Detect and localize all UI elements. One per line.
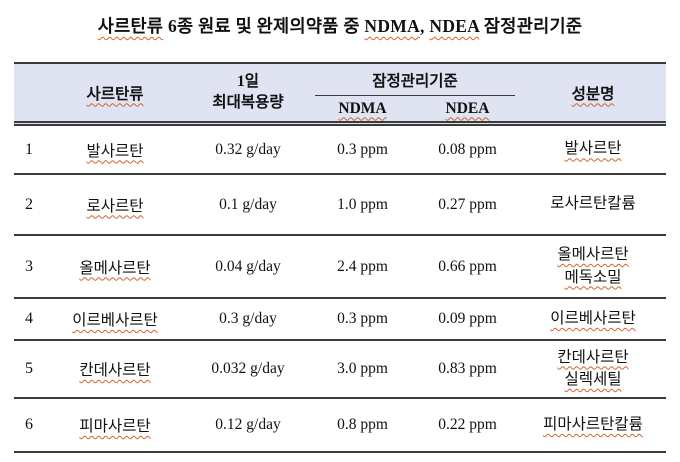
row-number-cell: 3 [25,257,33,275]
ndea-value-cell: 0.22 ppm [438,416,497,433]
row-number-cell: 4 [25,310,33,327]
ingredient-name: 로사르탄칼륨 [550,195,636,213]
ndma-value-cell: 3.0 ppm [337,360,388,377]
table-row: 3 올메사르탄 0.04 g/day 2.4 ppm 0.66 ppm 올메사르… [14,236,666,299]
row-number-cell: 5 [25,360,33,377]
daily-dose-cell: 0.032 g/day [211,360,285,377]
ingredient-name: 발사르탄 [564,140,622,158]
sartan-name: 칸데사르탄 [79,362,151,379]
sartan-name-cell: 로사르탄 [44,175,186,234]
ingredient-name-cell: 올메사르탄 메독소밀 [520,236,666,297]
header-number-cell [14,64,44,121]
title-segment-standard: 잠정관리기준 [479,16,583,36]
table-row: 2 로사르탄 0.1 g/day 1.0 ppm 0.27 ppm 로사르탄칼륨 [14,175,666,236]
header-ndea-cell: NDEA [415,96,520,121]
header-sartan-label: 사르탄류 [86,85,144,103]
table-row: 6 피마사르탄 0.12 g/day 0.8 ppm 0.22 ppm 피마사르… [14,399,666,451]
ndma-value-cell: 0.8 ppm [337,416,388,433]
header-ingredient-label: 성분명 [571,85,615,103]
header-ndma-label: NDMA [338,99,387,117]
header-ingredient-cell: 성분명 [520,64,666,121]
ingredient-name-cell: 로사르탄칼륨 [520,175,666,234]
header-daily-dose-line1: 1일 [236,72,259,90]
daily-dose-cell: 0.3 g/day [219,310,277,327]
header-ndma-cell: NDMA [310,96,415,121]
table-header-row: 사르탄류 1일 최대복용량 잠정관리기준 NDMA NDEA 성분명 [14,64,666,126]
ndma-value-cell: 1.0 ppm [337,195,388,213]
ingredient-name-line1: 올메사르탄 [557,246,629,264]
table-row: 1 발사르탄 0.32 g/day 0.3 ppm 0.08 ppm 발사르탄 [14,126,666,175]
table-row: 4 이르베사르탄 0.3 g/day 0.3 ppm 0.09 ppm 이르베사… [14,299,666,341]
title-segment-comma: , [420,16,430,36]
row-number-cell: 1 [25,140,33,158]
daily-dose-cell: 0.32 g/day [215,140,281,158]
ingredient-name-cell: 칸데사르탄 실렉세틸 [520,341,666,397]
ndea-value-cell: 0.09 ppm [438,310,497,327]
header-ndea-label: NDEA [445,99,490,117]
ndma-value-cell: 0.3 ppm [337,310,388,327]
row-number-cell: 2 [25,195,33,213]
ndea-value-cell: 0.83 ppm [438,360,497,377]
header-daily-dose-cell: 1일 최대복용량 [186,64,310,121]
ingredient-name-cell: 이르베사르탄 [520,299,666,339]
sartan-name-cell: 이르베사르탄 [44,299,186,339]
ingredient-name-line2: 실렉세틸 [564,371,622,388]
sartan-name: 로사르탄 [86,197,144,215]
daily-dose-cell: 0.12 g/day [215,416,281,433]
row-number-cell: 6 [25,416,33,433]
ingredient-name: 이르베사르탄 [550,309,636,327]
table-row: 5 칸데사르탄 0.032 g/day 3.0 ppm 0.83 ppm 칸데사… [14,341,666,399]
sartan-name: 이르베사르탄 [72,312,158,329]
daily-dose-cell: 0.1 g/day [219,195,277,213]
ndma-value-cell: 2.4 ppm [337,257,388,275]
sartan-name: 올메사르탄 [79,259,151,277]
daily-dose-cell: 0.04 g/day [215,257,281,275]
ingredient-name-cell: 발사르탄 [520,126,666,173]
ingredient-name-line2: 메독소밀 [564,268,622,286]
sartan-name: 발사르탄 [86,142,144,160]
ndea-value-cell: 0.27 ppm [438,195,497,213]
sartan-name-cell: 피마사르탄 [44,399,186,451]
title-segment-middle: 6종 원료 및 완제의약품 중 [163,16,365,36]
sartan-name-cell: 칸데사르탄 [44,341,186,397]
sartan-standards-table: 사르탄류 1일 최대복용량 잠정관리기준 NDMA NDEA 성분명 1 발사르… [14,62,666,453]
title-segment-ndma: NDMA [364,16,421,36]
ndea-value-cell: 0.66 ppm [438,257,497,275]
sartan-name-cell: 올메사르탄 [44,236,186,297]
ingredient-name-cell: 피마사르탄칼륨 [520,399,666,451]
header-daily-dose-line2: 최대복용량 [212,93,284,111]
header-interim-standard-label: 잠정관리기준 [372,72,458,90]
sartan-name: 피마사르탄 [79,418,151,435]
title-segment-sartan: 사르탄류 [97,16,164,36]
ndea-value-cell: 0.08 ppm [438,140,497,158]
ndma-value-cell: 0.3 ppm [337,140,388,158]
title-segment-ndea: NDEA [429,16,480,36]
header-interim-standard-cell: 잠정관리기준 [315,64,515,96]
page-title: 사르탄류 6종 원료 및 완제의약품 중 NDMA, NDEA 잠정관리기준 [0,0,680,38]
ingredient-name: 피마사르탄칼륨 [543,415,643,433]
ingredient-name-line1: 칸데사르탄 [557,348,629,366]
sartan-name-cell: 발사르탄 [44,126,186,173]
header-sartan-cell: 사르탄류 [44,64,186,121]
